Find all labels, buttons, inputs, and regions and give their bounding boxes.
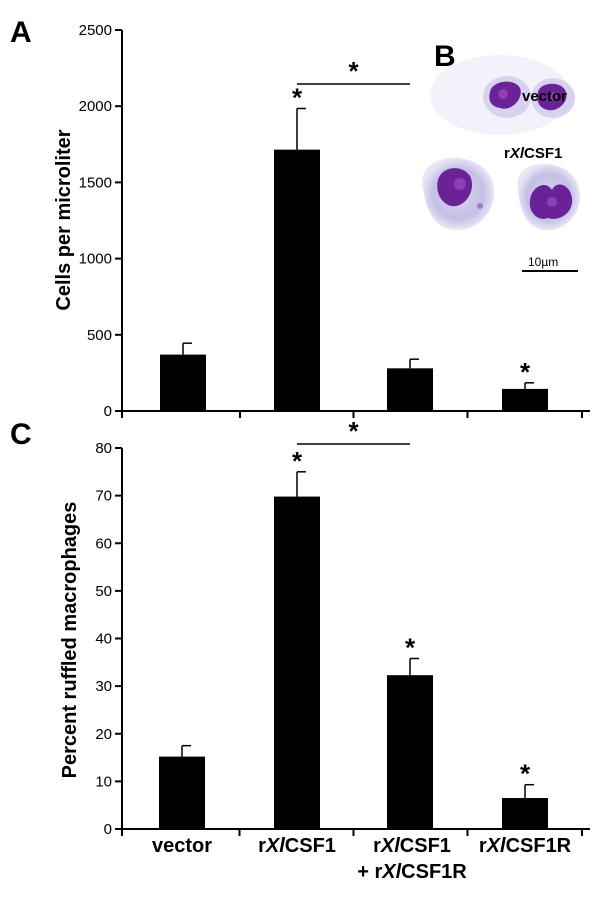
x-label-line1: rXlCSF1 — [373, 835, 451, 857]
chart-a-bar — [387, 368, 433, 411]
csf1-cell-1 — [422, 157, 495, 230]
chart-c-bar — [274, 496, 320, 829]
chart-a-y-tick-label: 1500 — [79, 174, 112, 191]
chart-c-bar — [159, 756, 205, 829]
chart-c-significance-star: * — [405, 633, 416, 663]
chart-a: Cells per microliter 0 500 1000 1500 2000 250… — [53, 22, 590, 420]
vector-cell-2 — [531, 78, 575, 118]
chart-a-bar — [502, 388, 548, 411]
chart-a-bar — [274, 149, 320, 411]
x-label-line1: rXlCSF1R — [479, 835, 572, 857]
chart-c-y-tick-label: 0 — [104, 821, 112, 838]
chart-c-ylabel: Percent ruffled macrophages — [59, 502, 81, 779]
csf1-cell-2 — [517, 163, 581, 231]
chart-a-significance-star: * — [520, 357, 531, 387]
chart-c-y-tick-label: 50 — [95, 583, 112, 600]
micrograph-label-csf1: rXlCSF1 — [504, 145, 562, 162]
x-label-line1: rXlCSF1 — [258, 835, 336, 857]
chart-a-y-tick-label: 0 — [104, 403, 112, 420]
chart-a-y-tick-label: 2000 — [79, 98, 112, 115]
chart-c-y-tick-label: 40 — [95, 631, 112, 648]
panel-label-c: C — [10, 418, 32, 451]
chart-c-significance-star: * — [292, 446, 303, 476]
chart-a-bracket-star: * — [348, 56, 359, 86]
scale-bar-label: 10µm — [528, 255, 558, 269]
chart-c-bar — [387, 675, 433, 829]
chart-c-y-tick-label: 60 — [95, 535, 112, 552]
chart-c-significance-star: * — [520, 759, 531, 789]
chart-c: Percent ruffled macrophages 0 10 20 30 40 50 6… — [59, 416, 590, 838]
micrograph-b: vector rXlCSF1 10µm — [422, 55, 581, 272]
chart-a-y-tick-label: 2500 — [79, 22, 112, 39]
chart-a-bar — [160, 354, 206, 411]
chart-c-y-tick-label: 70 — [95, 488, 112, 505]
chart-a-significance-star: * — [292, 82, 303, 112]
chart-c-bracket-star: * — [348, 416, 359, 446]
chart-c-y-tick-label: 80 — [95, 440, 112, 457]
chart-a-y-tick-label: 500 — [87, 327, 112, 344]
chart-a-ylabel: Cells per microliter — [53, 129, 75, 310]
x-label-line2: + rXlCSF1R — [357, 861, 467, 883]
panel-label-a: A — [10, 16, 32, 49]
chart-c-bar — [502, 798, 548, 829]
chart-c-y-tick-label: 20 — [95, 726, 112, 743]
chart-c-y-tick-label: 10 — [95, 773, 112, 790]
micrograph-label-vector: vector — [522, 88, 567, 105]
chart-c-y-tick-label: 30 — [95, 678, 112, 695]
x-label-line1: vector — [152, 835, 212, 857]
panel-label-b: B — [434, 40, 456, 73]
vector-cell-1 — [483, 76, 531, 118]
x-axis-labels: vector rXlCSF1 rXlCSF1 + rXlCSF1R rXlCSF1R — [152, 835, 572, 883]
chart-a-y-tick-label: 1000 — [79, 251, 112, 268]
